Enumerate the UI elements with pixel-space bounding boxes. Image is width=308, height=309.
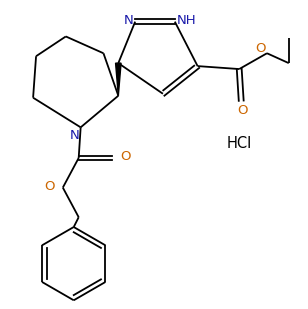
Text: O: O xyxy=(255,42,265,55)
Text: O: O xyxy=(120,150,131,163)
Text: N: N xyxy=(124,14,134,27)
Text: O: O xyxy=(237,104,248,117)
Text: N: N xyxy=(69,129,79,142)
Text: NH: NH xyxy=(176,14,196,27)
Text: O: O xyxy=(45,180,55,193)
Polygon shape xyxy=(116,63,121,96)
Text: HCl: HCl xyxy=(227,136,252,151)
